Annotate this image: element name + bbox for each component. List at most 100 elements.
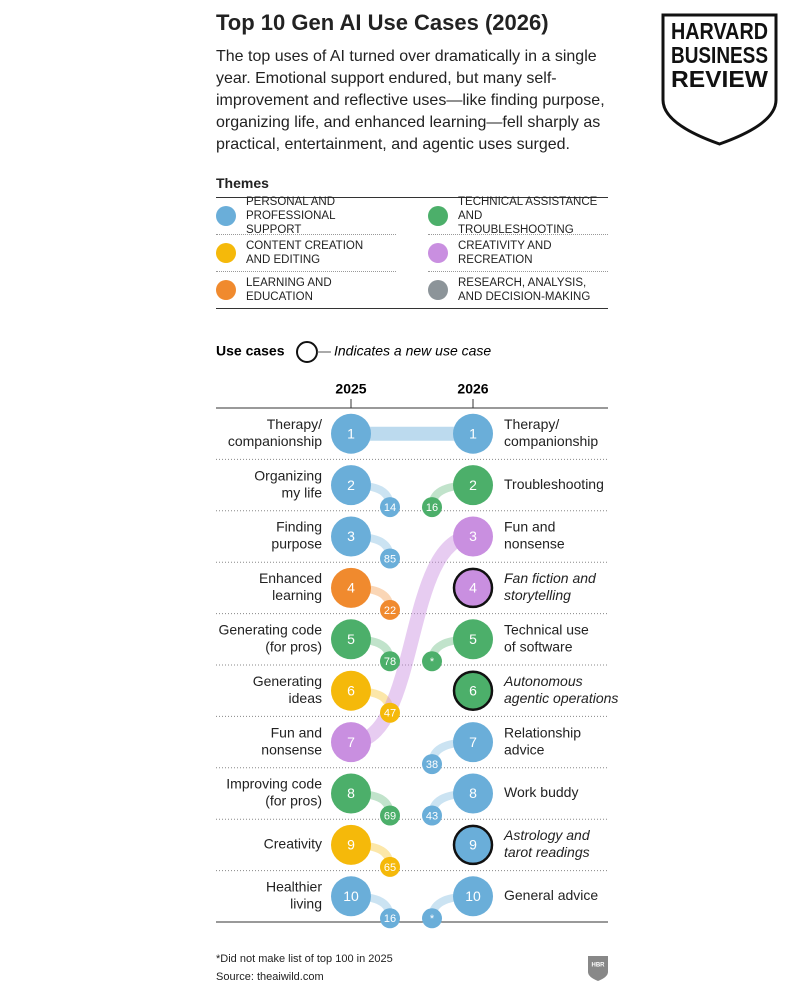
rank-label: 10 <box>465 888 481 904</box>
themes-legend: PERSONAL AND PROFESSIONAL SUPPORT TECHNIC… <box>216 196 608 309</box>
use-case-label: Work buddy <box>504 784 578 800</box>
use-case-label: ideas <box>289 690 322 706</box>
rank-label: 2 <box>469 477 477 493</box>
rank-label: 3 <box>347 528 355 544</box>
rank-circle <box>453 516 493 557</box>
use-case-label: of software <box>504 639 573 655</box>
other-rank-label: 16 <box>426 502 438 514</box>
use-case-label: Astrology and <box>503 827 591 843</box>
use-case-label: learning <box>272 587 322 603</box>
other-rank-bubble <box>380 548 400 569</box>
use-case-label: Relationship <box>504 724 581 740</box>
other-rank-bubble <box>422 908 442 929</box>
other-rank-bubble <box>380 599 400 620</box>
year-label: 2025 <box>335 381 366 397</box>
rank-circle <box>452 567 494 609</box>
year-label: 2026 <box>457 381 488 397</box>
theme-dot <box>216 280 236 300</box>
rank-circle <box>453 619 493 660</box>
other-rank-bubble <box>422 497 442 518</box>
rank-label: 4 <box>469 580 477 596</box>
use-case-label: Creativity <box>264 836 322 852</box>
source: Source: theaiwild.com <box>216 971 324 983</box>
use-case-label: Finding <box>276 519 322 535</box>
use-case-label: nonsense <box>504 536 565 552</box>
other-rank-bubble <box>422 754 442 775</box>
theme-name: RESEARCH, ANALYSIS, AND DECISION-MAKING <box>458 277 591 303</box>
rank-label: 6 <box>347 682 355 698</box>
use-case-label: Troubleshooting <box>504 476 604 492</box>
rank-label: 3 <box>469 528 477 544</box>
badge-shield <box>588 956 608 981</box>
title: Top 10 Gen AI Use Cases (2026) <box>216 10 549 35</box>
logo-text: REVIEW <box>671 66 768 92</box>
logo-text: BUSINESS <box>671 42 768 68</box>
use-case-label: Generating <box>253 673 322 689</box>
legend-circle <box>296 341 318 363</box>
rank-label: 5 <box>347 631 355 647</box>
other-rank-label: 43 <box>426 810 438 822</box>
other-rank-label: 22 <box>384 605 396 617</box>
other-rank-bubble <box>380 702 400 723</box>
use-case-label: Generating code <box>218 622 322 638</box>
rank-circle <box>453 465 493 506</box>
rank-label: 9 <box>469 837 477 853</box>
rank-label: 7 <box>469 734 477 750</box>
rank-label: 5 <box>469 631 477 647</box>
use-case-label: storytelling <box>504 587 571 603</box>
use-case-label: companionship <box>228 433 322 449</box>
theme-dot <box>428 243 448 263</box>
use-case-label: advice <box>504 741 545 757</box>
rank-label: 8 <box>347 785 355 801</box>
rank-circle <box>452 670 494 711</box>
rank-circle <box>331 619 371 660</box>
use-case-label: my life <box>282 484 323 500</box>
themes-title: Themes <box>216 175 269 191</box>
rank-circle <box>331 670 371 711</box>
rank-label: 8 <box>469 785 477 801</box>
use-case-label: Therapy/ <box>504 416 559 432</box>
use-case-label: (for pros) <box>265 639 322 655</box>
rank-circle <box>331 876 371 917</box>
use-case-label: living <box>290 896 322 912</box>
logo-text: HARVARD <box>671 18 768 44</box>
rank-circle <box>453 773 493 814</box>
rank-circle <box>331 567 371 608</box>
rank-circle <box>331 413 371 454</box>
rank-circle <box>331 722 371 763</box>
theme-item: PERSONAL AND PROFESSIONAL SUPPORT <box>216 196 396 236</box>
use-case-label: Enhanced <box>259 570 322 586</box>
theme-item: RESEARCH, ANALYSIS, AND DECISION-MAKING <box>428 272 608 308</box>
use-case-label: Fun and <box>504 519 555 535</box>
other-rank-label: 16 <box>384 913 396 925</box>
other-rank-label: 78 <box>384 656 396 668</box>
other-rank-bubble <box>422 805 442 826</box>
use-case-label: Therapy/ <box>267 416 322 432</box>
rank-circle <box>331 773 371 814</box>
other-rank-label: 85 <box>384 553 396 565</box>
rank-label: 7 <box>347 734 355 750</box>
logo-shield <box>661 13 778 146</box>
use-case-label: General advice <box>504 887 598 903</box>
use-case-label: Healthier <box>266 879 322 895</box>
rank-label: 9 <box>347 837 355 853</box>
use-case-label: Fan fiction and <box>504 570 597 586</box>
other-rank-bubble <box>380 497 400 518</box>
theme-dot <box>428 206 448 226</box>
other-rank-label: 47 <box>384 708 396 720</box>
rank-circle <box>452 824 494 866</box>
legend-title: Use cases <box>216 343 285 359</box>
rank-label: 2 <box>347 477 355 493</box>
rank-label: 10 <box>343 888 359 904</box>
other-rank-label: * <box>430 656 435 668</box>
rank-circle <box>453 722 493 763</box>
theme-name: CREATIVITY AND RECREATION <box>458 240 552 266</box>
theme-item: CONTENT CREATION AND EDITING <box>216 235 396 272</box>
rank-circle <box>453 876 493 917</box>
theme-name: PERSONAL AND PROFESSIONAL SUPPORT <box>246 196 336 236</box>
theme-dot <box>428 280 448 300</box>
other-rank-bubble <box>380 805 400 826</box>
